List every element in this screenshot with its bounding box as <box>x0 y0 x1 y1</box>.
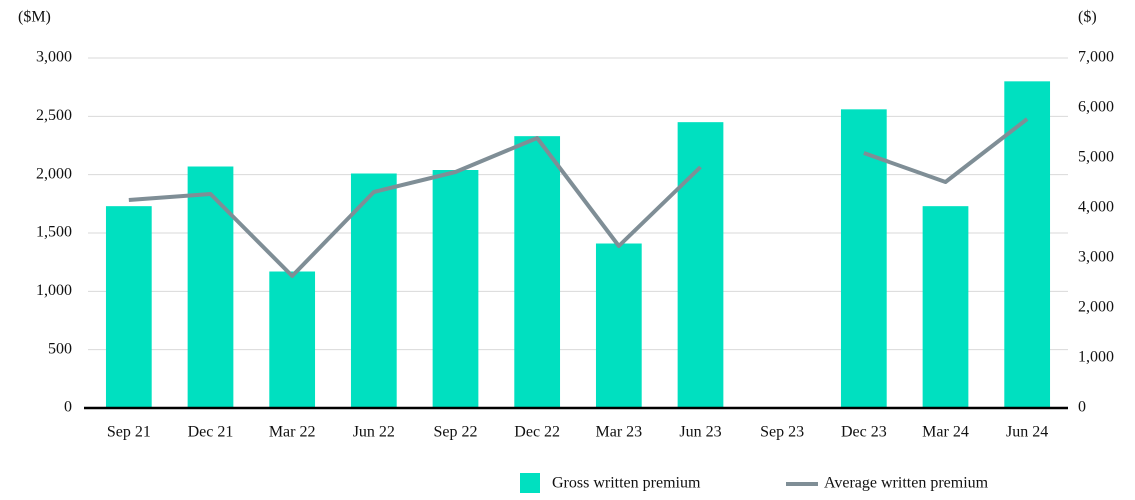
bar <box>595 243 642 408</box>
line <box>128 117 1029 278</box>
bar <box>677 122 724 409</box>
x-tick-label: Dec 22 <box>514 424 560 441</box>
x-tick-label: Dec 23 <box>841 424 887 441</box>
y-tick-label: 1,500 <box>36 224 72 241</box>
legend-label: Gross written premium <box>552 475 701 492</box>
x-tick-label: Jun 23 <box>679 424 721 441</box>
y-tick-label: 1,000 <box>36 282 72 299</box>
bar <box>350 173 397 408</box>
bar <box>922 206 969 408</box>
legend-label: Average written premium <box>824 475 989 492</box>
y2-tick-label: 5,000 <box>1078 149 1114 166</box>
y2-tick-label: 1,000 <box>1078 349 1114 366</box>
y2-tick-label: 2,000 <box>1078 299 1114 316</box>
x-tick-label: Mar 23 <box>596 424 643 441</box>
y2-axis-label: ($) <box>1078 9 1097 26</box>
bar <box>432 170 479 408</box>
y2-tick-label: 7,000 <box>1078 49 1114 66</box>
bar <box>105 206 152 408</box>
bar <box>1004 81 1051 408</box>
x-tick-label: Sep 23 <box>760 424 804 441</box>
bar <box>269 271 316 408</box>
x-tick-label: Mar 22 <box>269 424 316 441</box>
x-tick-label: Jun 24 <box>1006 424 1048 441</box>
y-tick-label: 500 <box>48 340 72 357</box>
x-tick-label: Sep 21 <box>107 424 151 441</box>
y2-tick-label: 0 <box>1078 399 1086 416</box>
y2-tick-label: 4,000 <box>1078 199 1114 216</box>
x-tick-label: Jun 22 <box>353 424 395 441</box>
y-tick-label: 2,500 <box>36 107 72 124</box>
y-tick-label: 3,000 <box>36 49 72 66</box>
y-axis-label: ($M) <box>18 9 51 26</box>
x-tick-label: Sep 22 <box>434 424 478 441</box>
legend-swatch <box>520 473 540 493</box>
y2-tick-label: 6,000 <box>1078 99 1114 116</box>
bar <box>514 136 561 408</box>
x-tick-label: Dec 21 <box>188 424 234 441</box>
y2-tick-label: 3,000 <box>1078 249 1114 266</box>
y-tick-label: 0 <box>64 399 72 416</box>
bar <box>187 166 234 408</box>
y-tick-label: 2,000 <box>36 165 72 182</box>
x-tick-label: Mar 24 <box>922 424 969 441</box>
